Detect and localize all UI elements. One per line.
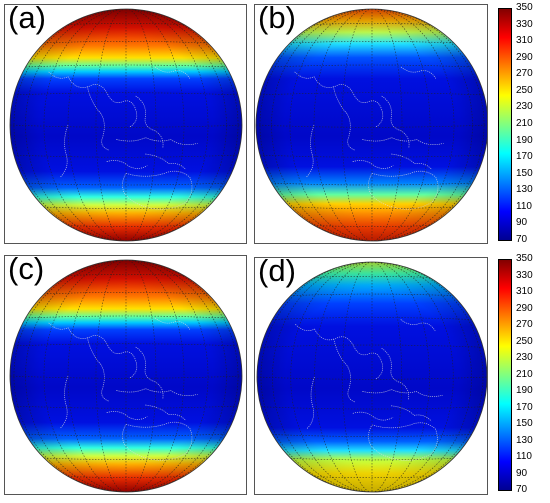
colorbar-tick-label: 230 [516, 352, 533, 363]
colorbar-tick-label: 330 [516, 269, 533, 281]
globe-field-c [10, 260, 242, 492]
colorbar-bottom-ticks: 350 330 310 290 270 250 230 210 190 170 150 130 110 9… [516, 254, 550, 495]
colorbar-top [498, 8, 512, 241]
globe-rim-c [9, 259, 243, 493]
map-panel-b: (b) [254, 4, 488, 244]
globe-c [9, 259, 243, 493]
colorbar-top-ticks: 350 330 310 290 270 250 230 210 190 170 150 130 110 9… [516, 3, 550, 245]
colorbar-tick-label: 290 [516, 302, 533, 314]
colorbar-tick-label: 210 [516, 368, 533, 380]
colorbar-tick-label: 90 [516, 217, 528, 229]
colorbar-bottom [498, 259, 512, 491]
colorbar-tick-label: 350 [516, 2, 533, 13]
colorbar-tick-label: 310 [516, 286, 533, 297]
panel-label-a: (a) [8, 4, 46, 35]
colorbar-tick-label: 250 [516, 335, 533, 347]
colorbar-tick-label: 110 [516, 451, 532, 462]
colorbar-fill [498, 8, 512, 241]
colorbar-tick-label: 310 [516, 35, 533, 47]
globe-d [256, 261, 487, 493]
colorbar-tick-label: 130 [516, 184, 533, 196]
map-panel-d: (d) [254, 257, 488, 495]
colorbar-tick-label: 70 [516, 234, 528, 245]
colorbar-tick-label: 190 [516, 385, 533, 396]
colorbar-top-gradient [498, 8, 512, 241]
colorbar-tick-label: 90 [516, 467, 528, 479]
colorbar-tick-label: 210 [516, 118, 533, 129]
map-panel-a: (a) [4, 4, 247, 244]
globe-b [255, 8, 487, 242]
colorbar-fill [498, 259, 512, 491]
globe-rim-d [256, 261, 487, 493]
colorbar-tick-label: 290 [516, 51, 533, 63]
globe-field-a [10, 9, 242, 241]
panel-label-c: (c) [8, 255, 45, 286]
colorbar-tick-label: 130 [516, 434, 533, 446]
globe-field-b [256, 9, 487, 241]
panel-label-b: (b) [258, 4, 296, 35]
colorbar-tick-label: 150 [516, 167, 533, 179]
map-panel-c: (c) [4, 255, 247, 495]
colorbar-tick-label: 150 [516, 418, 533, 429]
globe-rim-a [9, 8, 243, 242]
colorbar-tick-label: 330 [516, 18, 533, 30]
colorbar-tick-label: 270 [516, 319, 533, 330]
globe-a [9, 8, 243, 242]
colorbar-bottom-gradient [498, 259, 512, 491]
globe-rim-b [255, 8, 487, 242]
panel-label-d: (d) [258, 257, 296, 288]
colorbar-tick-label: 110 [516, 200, 532, 212]
globe-field-d [257, 262, 487, 492]
colorbar-tick-label: 70 [516, 484, 528, 495]
colorbar-tick-label: 170 [516, 151, 533, 163]
colorbar-tick-label: 170 [516, 401, 533, 413]
colorbar-tick-label: 230 [516, 101, 533, 113]
colorbar-tick-label: 270 [516, 68, 533, 80]
colorbar-tick-label: 350 [516, 253, 533, 264]
colorbar-tick-label: 250 [516, 84, 533, 96]
colorbar-tick-label: 190 [516, 134, 533, 146]
